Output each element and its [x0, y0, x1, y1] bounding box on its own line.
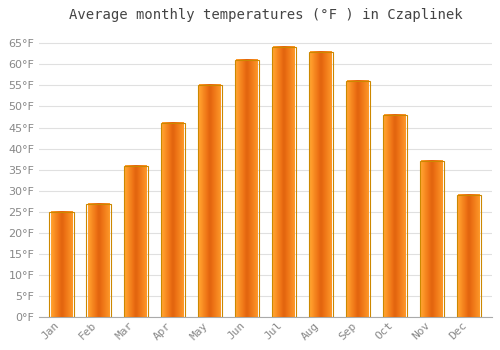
Bar [458, 195, 481, 317]
Bar [198, 85, 222, 317]
Bar [50, 212, 74, 317]
Bar [160, 123, 185, 317]
Title: Average monthly temperatures (°F ) in Czaplinek: Average monthly temperatures (°F ) in Cz… [68, 8, 462, 22]
Bar [124, 166, 148, 317]
Bar [86, 203, 110, 317]
Bar [309, 51, 333, 317]
Bar [346, 81, 370, 317]
Bar [272, 47, 296, 317]
Bar [383, 115, 407, 317]
Bar [235, 60, 259, 317]
Bar [420, 161, 444, 317]
